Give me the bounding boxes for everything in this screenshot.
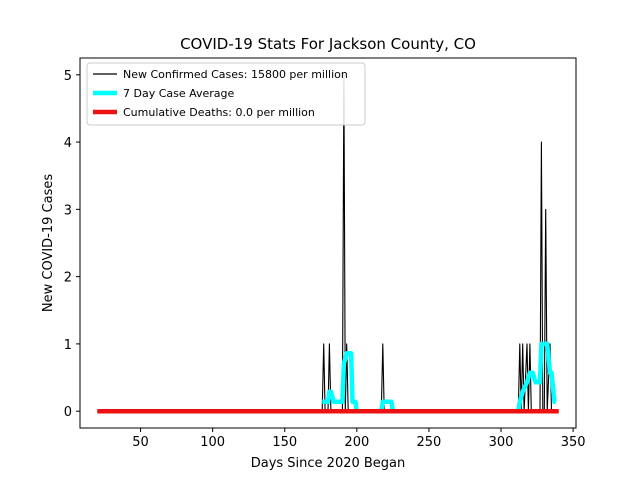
legend: New Confirmed Cases: 15800 per million 7…	[86, 62, 366, 126]
x-tick-label: 200	[344, 435, 369, 450]
x-tick-label: 300	[489, 435, 514, 450]
y-tick-label: 1	[64, 338, 72, 353]
x-tick-label: 250	[417, 435, 442, 450]
x-tick-label: 100	[200, 435, 225, 450]
legend-label-7day-average: 7 Day Case Average	[123, 87, 235, 100]
x-axis-label: Days Since 2020 Began	[251, 456, 406, 471]
plot-frame	[79, 57, 577, 429]
legend-label-cumulative-deaths: Cumulative Deaths: 0.0 per million	[123, 106, 315, 119]
x-tick-label: 150	[272, 435, 297, 450]
chart-title: COVID-19 Stats For Jackson County, CO	[180, 35, 476, 53]
x-axis: 50 100 150 200 250 300 350	[132, 428, 586, 450]
x-tick-label: 50	[132, 435, 149, 450]
y-axis-label: New COVID-19 Cases	[41, 174, 56, 312]
y-tick-label: 3	[64, 203, 72, 218]
y-tick-label: 2	[64, 271, 72, 286]
y-tick-label: 4	[64, 136, 72, 151]
series-line-7day-average	[321, 341, 557, 414]
x-tick-label: 350	[561, 435, 586, 450]
series-layer	[97, 74, 559, 414]
legend-label-new-cases: New Confirmed Cases: 15800 per million	[123, 68, 348, 81]
legend-frame	[86, 62, 366, 126]
y-axis: 0 1 2 3 4 5	[64, 69, 80, 420]
y-tick-label: 5	[64, 69, 72, 84]
y-tick-label: 0	[64, 405, 72, 420]
